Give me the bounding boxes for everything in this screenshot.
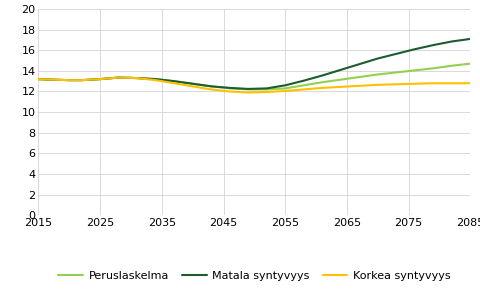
- Matala syntyvyys: [97, 77, 103, 81]
- Matala syntyvyys: [153, 77, 158, 81]
- Korkea syntyvyys: [134, 76, 140, 80]
- Matala syntyvyys: [264, 87, 270, 90]
- Peruslaskelma: [36, 77, 41, 81]
- Matala syntyvyys: [190, 82, 195, 86]
- Peruslaskelma: [245, 88, 251, 91]
- Korkea syntyvyys: [227, 90, 233, 93]
- Korkea syntyvyys: [79, 78, 84, 82]
- Matala syntyvyys: [394, 52, 399, 56]
- Korkea syntyvyys: [264, 90, 270, 94]
- Peruslaskelma: [227, 87, 233, 90]
- Peruslaskelma: [412, 68, 418, 72]
- Matala syntyvyys: [301, 79, 307, 83]
- Matala syntyvyys: [79, 78, 84, 82]
- Matala syntyvyys: [282, 83, 288, 87]
- Korkea syntyvyys: [375, 83, 381, 87]
- Korkea syntyvyys: [449, 81, 455, 85]
- Matala syntyvyys: [245, 87, 251, 91]
- Korkea syntyvyys: [282, 89, 288, 93]
- Peruslaskelma: [282, 87, 288, 90]
- Korkea syntyvyys: [394, 83, 399, 86]
- Matala syntyvyys: [449, 40, 455, 43]
- Matala syntyvyys: [48, 78, 54, 81]
- Peruslaskelma: [208, 85, 214, 88]
- Peruslaskelma: [431, 66, 436, 70]
- Matala syntyvyys: [66, 78, 72, 82]
- Peruslaskelma: [79, 78, 84, 82]
- Matala syntyvyys: [227, 86, 233, 90]
- Line: Korkea syntyvyys: Korkea syntyvyys: [38, 77, 470, 92]
- Korkea syntyvyys: [412, 82, 418, 86]
- Korkea syntyvyys: [116, 76, 121, 79]
- Peruslaskelma: [301, 83, 307, 87]
- Peruslaskelma: [190, 82, 195, 86]
- Matala syntyvyys: [319, 74, 325, 77]
- Korkea syntyvyys: [319, 86, 325, 90]
- Peruslaskelma: [66, 78, 72, 82]
- Peruslaskelma: [48, 78, 54, 81]
- Matala syntyvyys: [412, 48, 418, 51]
- Korkea syntyvyys: [36, 77, 41, 81]
- Matala syntyvyys: [375, 57, 381, 60]
- Matala syntyvyys: [134, 76, 140, 80]
- Peruslaskelma: [468, 62, 473, 65]
- Matala syntyvyys: [468, 37, 473, 41]
- Korkea syntyvyys: [208, 88, 214, 91]
- Peruslaskelma: [264, 88, 270, 91]
- Peruslaskelma: [449, 64, 455, 68]
- Peruslaskelma: [338, 78, 344, 81]
- Korkea syntyvyys: [357, 84, 362, 88]
- Korkea syntyvyys: [431, 81, 436, 85]
- Matala syntyvyys: [431, 43, 436, 47]
- Peruslaskelma: [319, 80, 325, 84]
- Korkea syntyvyys: [338, 85, 344, 89]
- Korkea syntyvyys: [48, 78, 54, 81]
- Peruslaskelma: [116, 76, 121, 79]
- Peruslaskelma: [394, 71, 399, 74]
- Peruslaskelma: [375, 73, 381, 76]
- Line: Matala syntyvyys: Matala syntyvyys: [38, 39, 470, 89]
- Korkea syntyvyys: [468, 81, 473, 85]
- Korkea syntyvyys: [190, 85, 195, 88]
- Peruslaskelma: [134, 76, 140, 80]
- Korkea syntyvyys: [153, 78, 158, 82]
- Line: Peruslaskelma: Peruslaskelma: [38, 64, 470, 89]
- Peruslaskelma: [171, 79, 177, 83]
- Matala syntyvyys: [171, 79, 177, 83]
- Matala syntyvyys: [116, 76, 121, 79]
- Legend: Peruslaskelma, Matala syntyvyys, Korkea syntyvyys: Peruslaskelma, Matala syntyvyys, Korkea …: [54, 266, 455, 285]
- Korkea syntyvyys: [301, 88, 307, 91]
- Peruslaskelma: [357, 75, 362, 79]
- Matala syntyvyys: [208, 85, 214, 88]
- Peruslaskelma: [153, 77, 158, 81]
- Matala syntyvyys: [36, 77, 41, 81]
- Matala syntyvyys: [338, 68, 344, 72]
- Korkea syntyvyys: [66, 78, 72, 82]
- Korkea syntyvyys: [245, 91, 251, 94]
- Korkea syntyvyys: [171, 81, 177, 85]
- Korkea syntyvyys: [97, 77, 103, 81]
- Matala syntyvyys: [357, 62, 362, 66]
- Peruslaskelma: [97, 77, 103, 81]
